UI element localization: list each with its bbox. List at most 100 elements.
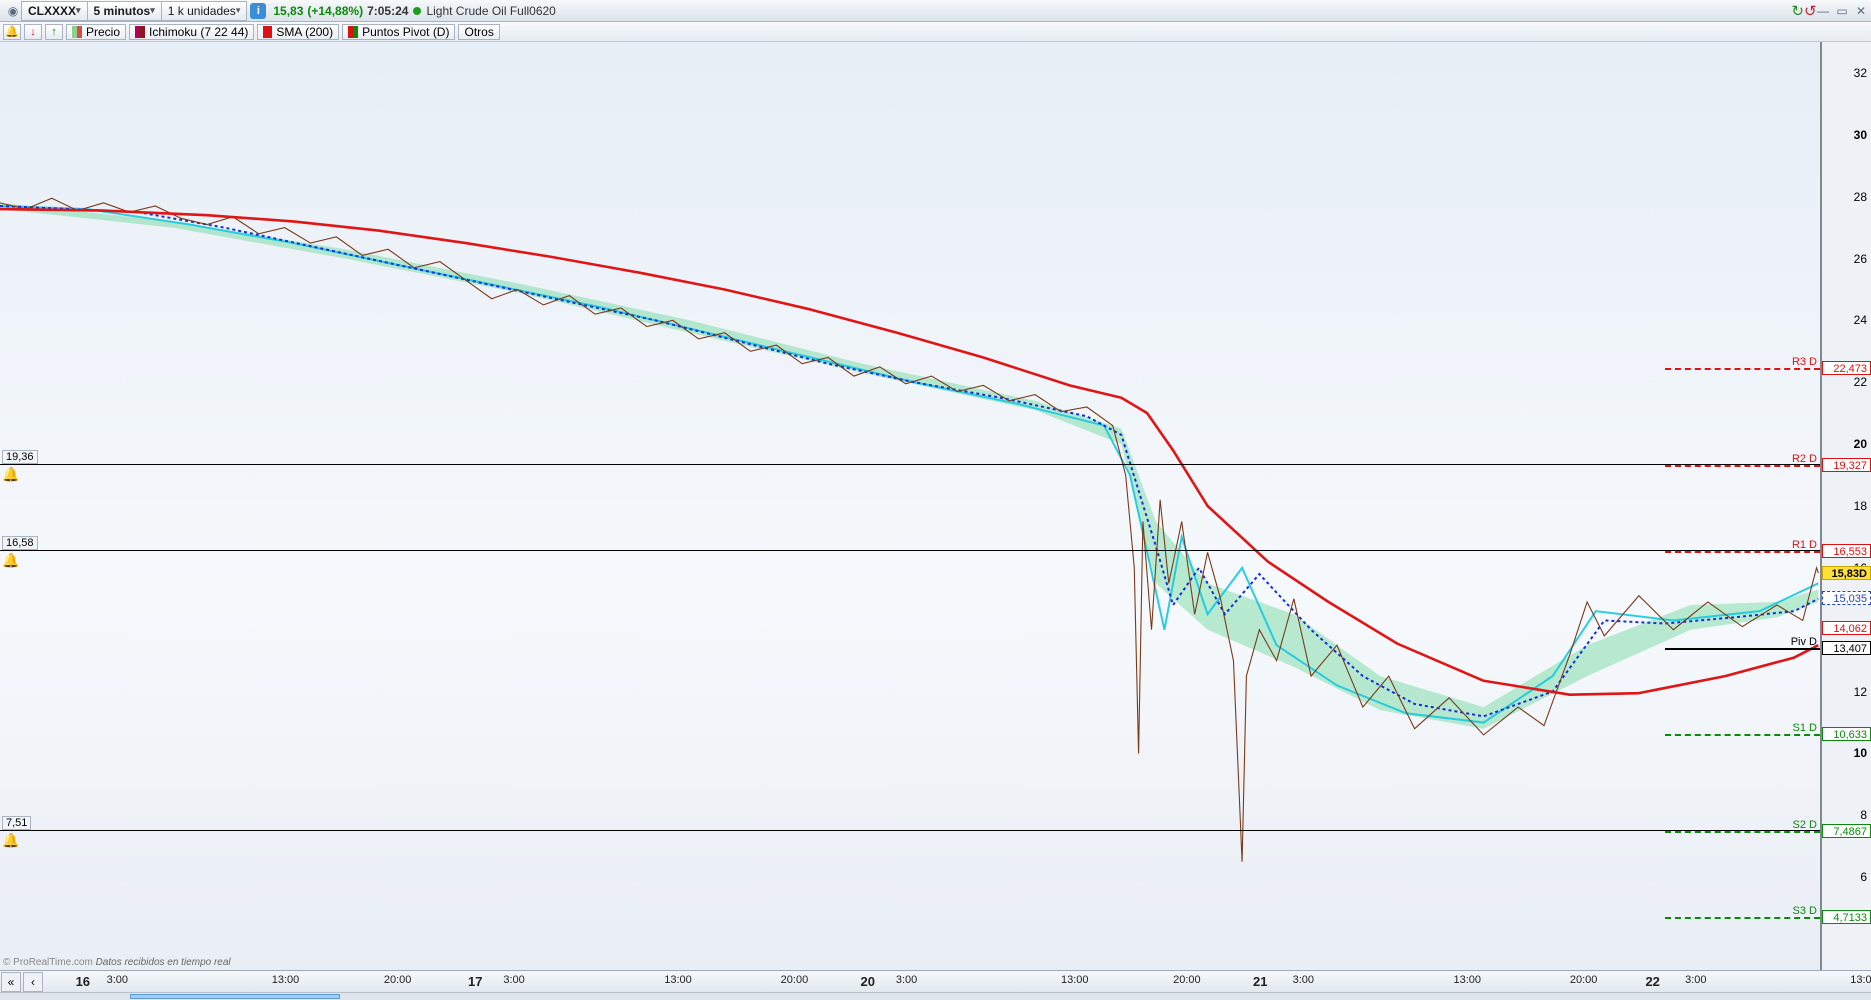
alerts-icon[interactable]: 🔔 bbox=[3, 24, 21, 40]
pivot-label-S3: S3 D bbox=[1793, 905, 1817, 917]
pin-icon[interactable]: ◉ bbox=[5, 3, 21, 19]
pivot-label-S1: S1 D bbox=[1793, 722, 1817, 734]
bell-icon[interactable]: 🔔 bbox=[2, 552, 19, 569]
y-axis[interactable]: 3230282624222018161412108622,47319,32716… bbox=[1821, 42, 1871, 970]
x-time-label: 13:00 bbox=[272, 974, 300, 986]
scroll-left-icon[interactable]: ‹ bbox=[23, 972, 43, 992]
minimize-icon[interactable]: — bbox=[1815, 3, 1831, 19]
marker-redsma: 14,062 bbox=[1822, 621, 1871, 635]
pivot-value-S3: 4,7133 bbox=[1822, 910, 1871, 924]
pivot-line-R1 bbox=[1665, 551, 1820, 553]
pivot-label-R1: R1 D bbox=[1792, 539, 1817, 551]
legend-ichimoku[interactable]: Ichimoku (7 22 44) bbox=[129, 24, 254, 40]
indicator-legend: 🔔 ↓ ↑ Precio Ichimoku (7 22 44) SMA (200… bbox=[0, 22, 1871, 42]
pivot-line-R2 bbox=[1665, 465, 1820, 467]
y-tick: 10 bbox=[1854, 746, 1867, 760]
sma-swatch bbox=[263, 26, 272, 38]
y-tick: 20 bbox=[1854, 437, 1867, 451]
pivot-value-R1: 16,553 bbox=[1822, 544, 1871, 558]
last-price: 15,83 bbox=[273, 4, 303, 18]
maximize-icon[interactable]: ▭ bbox=[1834, 3, 1850, 19]
main-toolbar: ◉ CLXXXX 5 minutos 1 k unidades i 15,83 … bbox=[0, 0, 1871, 22]
legend-sma[interactable]: SMA (200) bbox=[257, 24, 339, 40]
x-axis-labels: 16 3:00 13:00 20:00 17 3:00 13:00 20:00 20 3:00 13… bbox=[44, 971, 1871, 992]
footer-note: © ProRealTime.com Datos recibidos en tie… bbox=[3, 957, 231, 968]
x-time-label: 20:00 bbox=[781, 974, 809, 986]
y-tick: 28 bbox=[1854, 190, 1867, 204]
live-dot-icon bbox=[413, 7, 421, 15]
refresh-icon[interactable]: ↻↺ bbox=[1796, 3, 1812, 19]
symbol-selector[interactable]: CLXXXX bbox=[21, 1, 88, 21]
scroll-first-icon[interactable]: « bbox=[1, 972, 21, 992]
info-icon[interactable]: i bbox=[250, 3, 266, 19]
legend-pivots[interactable]: Puntos Pivot (D) bbox=[342, 24, 455, 40]
alert-line[interactable] bbox=[0, 464, 1820, 465]
x-day-label: 16 bbox=[76, 974, 90, 989]
y-tick: 24 bbox=[1854, 313, 1867, 327]
y-tick: 8 bbox=[1860, 808, 1867, 822]
bell-icon[interactable]: 🔔 bbox=[2, 832, 19, 849]
pivot-label-Piv: Piv D bbox=[1791, 636, 1817, 648]
pivot-label-R2: R2 D bbox=[1792, 453, 1817, 465]
legend-precio-label: Precio bbox=[86, 25, 120, 39]
legend-sma-label: SMA (200) bbox=[276, 25, 333, 39]
y-tick: 22 bbox=[1854, 375, 1867, 389]
plot-area[interactable]: © ProRealTime.com Datos recibidos en tie… bbox=[0, 42, 1821, 970]
x-time-label: 3:00 bbox=[896, 974, 917, 986]
pivot-line-R3 bbox=[1665, 368, 1820, 370]
x-time-label: 3:00 bbox=[503, 974, 524, 986]
precio-swatch2 bbox=[77, 26, 82, 38]
x-day-label: 17 bbox=[468, 974, 482, 989]
change-pct: (+14,88%) bbox=[307, 4, 363, 18]
y-tick: 6 bbox=[1860, 870, 1867, 884]
instrument-title: Light Crude Oil Full0620 bbox=[426, 4, 555, 18]
alert-line[interactable] bbox=[0, 830, 1820, 831]
x-time-label: 13:00 bbox=[1061, 974, 1089, 986]
marker-blue: 15,035 bbox=[1822, 591, 1871, 605]
pivot-value-R2: 19,327 bbox=[1822, 458, 1871, 472]
y-tick: 30 bbox=[1854, 128, 1867, 142]
scrollbar-thumb[interactable] bbox=[130, 994, 340, 999]
x-time-label: 20:00 bbox=[1173, 974, 1201, 986]
x-time-label: 13:00 bbox=[1453, 974, 1481, 986]
y-tick: 12 bbox=[1854, 685, 1867, 699]
x-day-label: 22 bbox=[1645, 974, 1659, 989]
pivot-value-Piv: 13,407 bbox=[1822, 641, 1871, 655]
alert-label: 16,58 bbox=[2, 536, 38, 550]
timeline-scrollbar[interactable] bbox=[0, 992, 1871, 1000]
y-tick: 18 bbox=[1854, 499, 1867, 513]
up-arrow-icon[interactable]: ↑ bbox=[45, 24, 63, 40]
pivot-line-Piv bbox=[1665, 648, 1820, 650]
pivot-line-S1 bbox=[1665, 734, 1820, 736]
legend-pivots-label: Puntos Pivot (D) bbox=[362, 25, 449, 39]
units-selector[interactable]: 1 k unidades bbox=[162, 1, 248, 21]
down-arrow-icon[interactable]: ↓ bbox=[24, 24, 42, 40]
marker-last: 15,83D bbox=[1822, 566, 1871, 580]
alert-label: 7,51 bbox=[2, 816, 31, 830]
y-tick: 32 bbox=[1854, 66, 1867, 80]
bell-icon[interactable]: 🔔 bbox=[2, 466, 19, 483]
close-icon[interactable]: ✕ bbox=[1853, 3, 1869, 19]
x-day-label: 20 bbox=[861, 974, 875, 989]
legend-ichimoku-label: Ichimoku (7 22 44) bbox=[149, 25, 248, 39]
x-time-label: 3:00 bbox=[1685, 974, 1706, 986]
alert-line[interactable] bbox=[0, 550, 1820, 551]
legend-precio[interactable]: Precio bbox=[66, 24, 126, 40]
pivot-value-S2: 7,4867 bbox=[1822, 824, 1871, 838]
x-axis: « ‹ 16 3:00 13:00 20:00 17 3:00 13:00 20:00 20 3:… bbox=[0, 970, 1871, 992]
pivot-line-S3 bbox=[1665, 917, 1820, 919]
pivot-label-R3: R3 D bbox=[1792, 356, 1817, 368]
legend-otros[interactable]: Otros bbox=[458, 24, 499, 40]
ichimoku-swatch2 bbox=[140, 26, 145, 38]
alert-label: 19,36 bbox=[2, 450, 38, 464]
quote-time: 7:05:24 bbox=[367, 4, 408, 18]
x-time-label: 3:00 bbox=[107, 974, 128, 986]
chart-area: © ProRealTime.com Datos recibidos en tie… bbox=[0, 42, 1871, 970]
pivot-value-S1: 10,633 bbox=[1822, 727, 1871, 741]
x-time-label: 13:00 bbox=[1850, 974, 1871, 986]
pivot-swatch2 bbox=[353, 26, 358, 38]
x-time-label: 13:00 bbox=[664, 974, 692, 986]
pivot-label-S2: S2 D bbox=[1793, 819, 1817, 831]
x-day-label: 21 bbox=[1253, 974, 1267, 989]
timeframe-selector[interactable]: 5 minutos bbox=[88, 1, 162, 21]
